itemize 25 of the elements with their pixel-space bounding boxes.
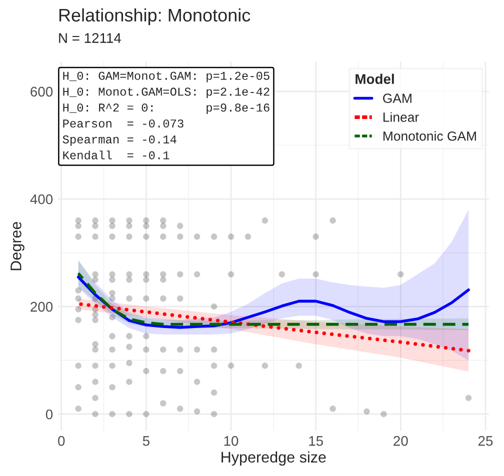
x-tick-label: 25 bbox=[478, 436, 493, 446]
annotation: Pearson = -0.073 bbox=[63, 119, 184, 128]
x-axis-title: Hyperedge size bbox=[222, 451, 326, 466]
chart-title: Relationship: Monotonic bbox=[59, 8, 250, 26]
chart-subtitle: N = 12114 bbox=[59, 33, 122, 43]
y-tick-label: 0 bbox=[46, 409, 53, 420]
annotation: Kendall = -0.1 bbox=[63, 150, 170, 160]
y-tick-label: 400 bbox=[30, 194, 53, 204]
x-tick-label: 15 bbox=[309, 436, 323, 446]
line-series bbox=[76, 302, 470, 352]
legend-title: Model bbox=[356, 74, 394, 84]
legend-label: Monotonic GAM bbox=[383, 131, 476, 141]
x-tick-label: 10 bbox=[224, 436, 238, 446]
y-tick-label: 600 bbox=[30, 86, 53, 97]
x-tick-label: 5 bbox=[142, 436, 150, 446]
annotation: H_0: GAM=Monot.GAM: p=1.2e-05 bbox=[63, 72, 270, 82]
annotation: Spearman = -0.14 bbox=[62, 135, 176, 146]
annotation: H_0: R^2 = 0: p=9.8e-16 bbox=[63, 104, 270, 114]
x-tick-label: 20 bbox=[394, 436, 408, 446]
legend-label: Linear bbox=[383, 112, 419, 122]
y-axis-title: Degree bbox=[10, 222, 24, 270]
annotation: H_0: Monot.GAM=OLS: p=2.1e-42 bbox=[63, 88, 270, 98]
y-tick-label: 200 bbox=[30, 302, 53, 312]
legend-label: GAM bbox=[383, 94, 412, 103]
x-tick-label: 0 bbox=[58, 436, 65, 446]
